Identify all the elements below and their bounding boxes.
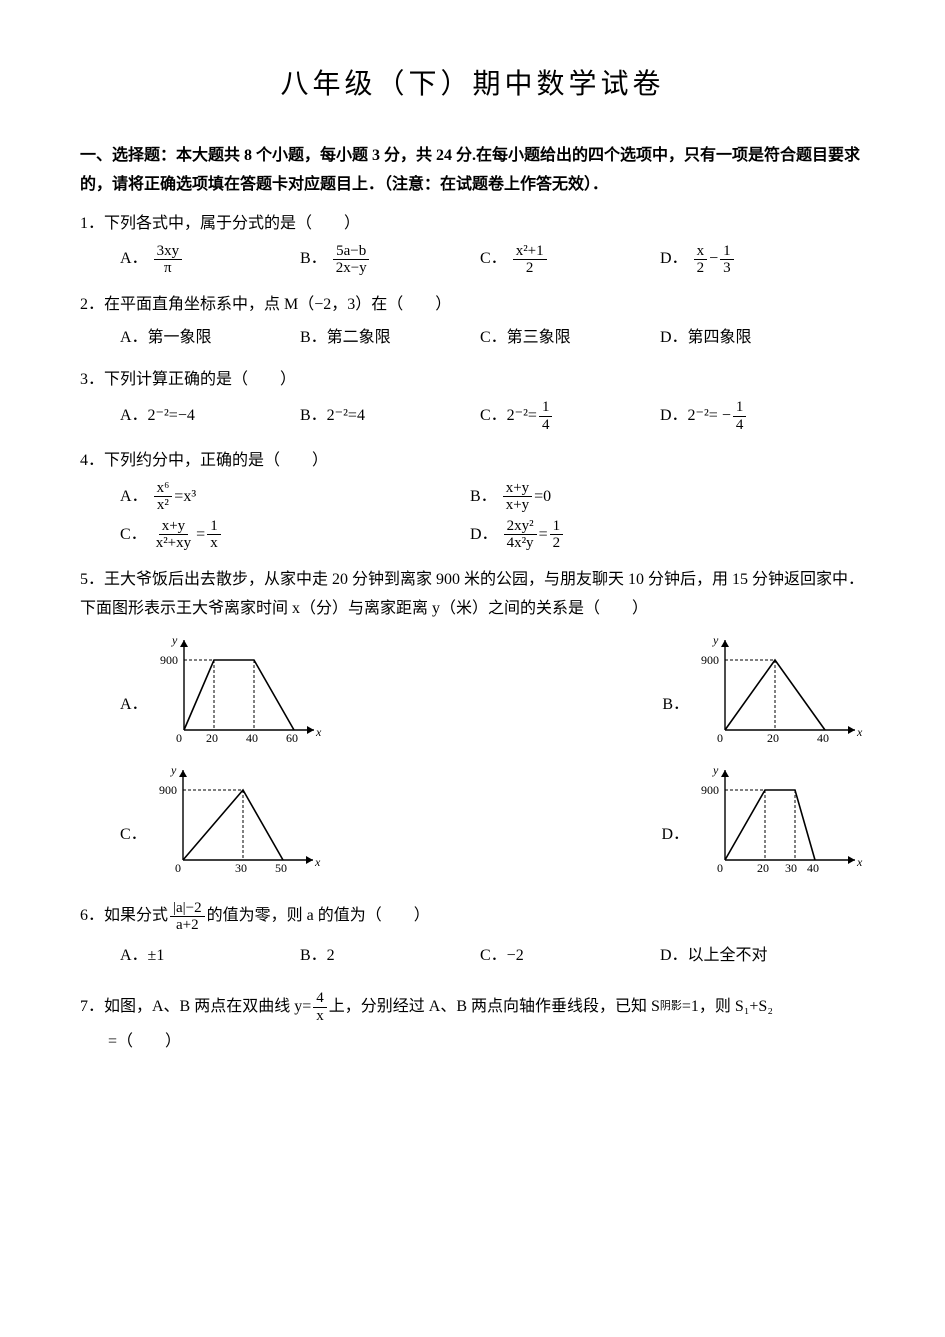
svg-text:x: x — [315, 725, 322, 739]
q6-opt-c: C．−2 — [480, 942, 650, 971]
svg-text:x: x — [856, 855, 863, 869]
q4-opt-d: D． 2xy²4x²y = 12 — [470, 518, 810, 552]
q3-options: A．2⁻²=−4 B．2⁻²=4 C．2⁻²= 14 D．2⁻²= − 14 — [120, 399, 865, 437]
chart-b: 0 x y 900 20 40 — [695, 630, 865, 750]
q6-options: A．±1 B．2 C．−2 D．以上全不对 — [120, 942, 865, 975]
svg-text:x: x — [856, 725, 863, 739]
section-header: 一、选择题：本大题共 8 个小题，每小题 3 分，共 24 分.在每小题给出的四… — [80, 142, 865, 200]
q3-opt-b: B．2⁻²=4 — [300, 399, 470, 433]
svg-text:y: y — [712, 633, 719, 647]
q3-opt-a: A．2⁻²=−4 — [120, 399, 290, 433]
svg-text:20: 20 — [767, 731, 779, 745]
svg-text:900: 900 — [160, 653, 178, 667]
svg-text:40: 40 — [807, 861, 819, 875]
svg-text:20: 20 — [757, 861, 769, 875]
svg-text:y: y — [170, 763, 177, 777]
svg-text:50: 50 — [275, 861, 287, 875]
q5-charts-row2: C． 0 x y 900 30 50 D． 0 x y 900 — [120, 760, 865, 880]
svg-text:40: 40 — [817, 731, 829, 745]
svg-text:x: x — [314, 855, 321, 869]
svg-text:900: 900 — [701, 653, 719, 667]
q5-charts-row1: A． 0 x y 900 20 40 60 B． 0 x y — [120, 630, 865, 750]
q4-opt-a: A． x⁶x² =x³ — [120, 480, 460, 514]
chart-d: 0 x y 900 20 30 40 — [695, 760, 865, 880]
question-2: 2．在平面直角坐标系中，点 M（−2，3）在（ ） — [80, 291, 865, 320]
svg-text:40: 40 — [246, 731, 258, 745]
q1-opt-c: C． x²+12 — [480, 243, 650, 277]
q1-options: A． 3xyπ B． 5a−b2x−y C． x²+12 D． x2 − 13 — [120, 243, 865, 281]
q6-opt-a: A．±1 — [120, 942, 290, 971]
q3-opt-d: D．2⁻²= − 14 — [660, 399, 830, 433]
svg-text:0: 0 — [717, 861, 723, 875]
q2-opt-a: A．第一象限 — [120, 324, 290, 353]
svg-text:900: 900 — [159, 783, 177, 797]
q1-opt-d: D． x2 − 13 — [660, 243, 830, 277]
svg-text:30: 30 — [235, 861, 247, 875]
question-6: 6．如果分式 |a|−2a+2 的值为零，则 a 的值为（ ） — [80, 900, 430, 934]
q5-opt-c: C． 0 x y 900 30 50 — [120, 760, 323, 880]
page-title: 八年级（下）期中数学试卷 — [80, 60, 865, 110]
q2-opt-d: D．第四象限 — [660, 324, 830, 353]
chart-a: 0 x y 900 20 40 60 — [154, 630, 324, 750]
q3-opt-c: C．2⁻²= 14 — [480, 399, 650, 433]
question-4: 4．下列约分中，正确的是（ ） — [80, 447, 865, 476]
svg-text:60: 60 — [286, 731, 298, 745]
q4-opt-b: B． x+yx+y =0 — [470, 480, 810, 514]
question-7: 7．如图，A、B 两点在双曲线 y= 4x 上，分别经过 A、B 两点向轴作垂线… — [80, 990, 773, 1024]
q6-opt-d: D．以上全不对 — [660, 942, 830, 971]
svg-text:900: 900 — [701, 783, 719, 797]
question-3: 3．下列计算正确的是（ ） — [80, 366, 865, 395]
question-7-line2: =（ ） — [108, 1028, 865, 1057]
q1-opt-b: B． 5a−b2x−y — [300, 243, 470, 277]
q4-opt-c: C． x+yx²+xy = 1x — [120, 518, 460, 552]
chart-c: 0 x y 900 30 50 — [153, 760, 323, 880]
q5-opt-a: A． 0 x y 900 20 40 60 — [120, 630, 324, 750]
q2-opt-c: C．第三象限 — [480, 324, 650, 353]
q2-opt-b: B．第二象限 — [300, 324, 470, 353]
q2-options: A．第一象限 B．第二象限 C．第三象限 D．第四象限 — [120, 324, 865, 357]
svg-text:0: 0 — [176, 731, 182, 745]
question-5: 5．王大爷饭后出去散步，从家中走 20 分钟到离家 900 米的公园，与朋友聊天… — [80, 566, 865, 624]
svg-text:20: 20 — [206, 731, 218, 745]
q6-opt-b: B．2 — [300, 942, 470, 971]
q1-opt-a: A． 3xyπ — [120, 243, 290, 277]
q5-opt-b: B． 0 x y 900 20 40 — [662, 630, 865, 750]
svg-text:y: y — [712, 763, 719, 777]
q4-options: A． x⁶x² =x³ B． x+yx+y =0 C． x+yx²+xy = 1… — [120, 480, 865, 556]
question-1: 1．下列各式中，属于分式的是（ ） — [80, 210, 865, 239]
svg-text:0: 0 — [175, 861, 181, 875]
q5-opt-d: D． 0 x y 900 20 30 40 — [661, 760, 865, 880]
svg-text:30: 30 — [785, 861, 797, 875]
svg-text:y: y — [171, 633, 178, 647]
svg-text:0: 0 — [717, 731, 723, 745]
